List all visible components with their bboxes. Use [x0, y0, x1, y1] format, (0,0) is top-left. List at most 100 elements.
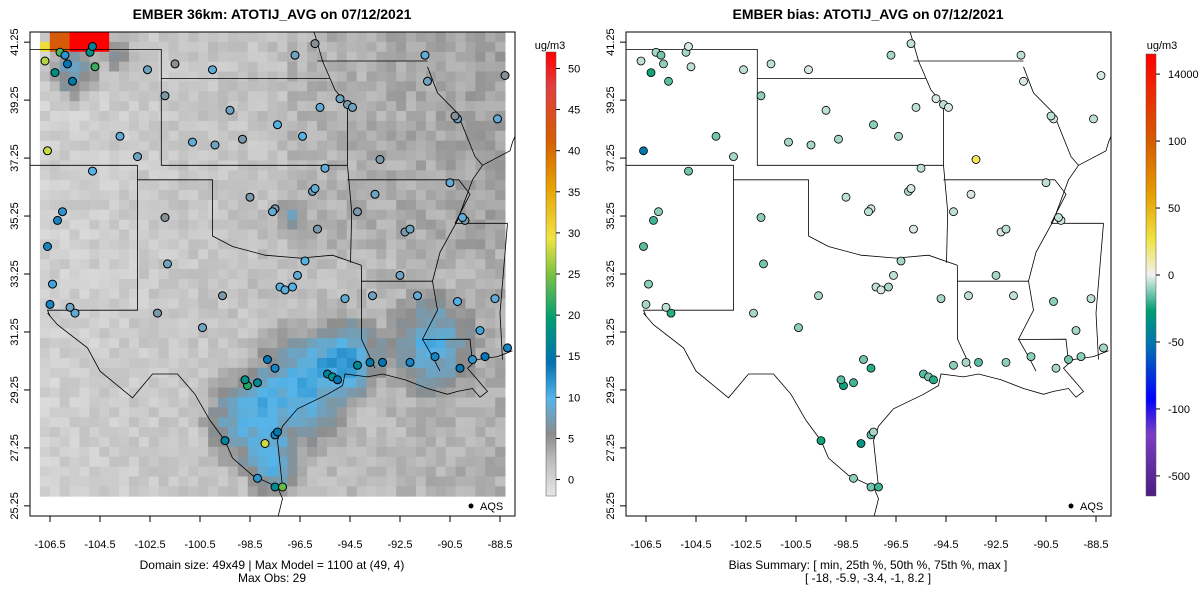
colorbar-tick-label: 35 — [568, 187, 580, 199]
station-point — [909, 224, 918, 234]
caption-line-1: Domain size: 49x49 | Max Model = 1100 at… — [140, 558, 405, 572]
station-point — [493, 114, 502, 124]
station-point — [450, 111, 460, 121]
x-tick-label: -92.5 — [387, 539, 412, 551]
station-point — [654, 207, 663, 217]
station-point — [636, 56, 646, 66]
y-tick-label: 37.25 — [605, 144, 617, 172]
station-point — [974, 357, 983, 367]
station-point — [949, 360, 958, 370]
station-point — [739, 65, 748, 75]
station-point — [500, 71, 510, 80]
station-point — [365, 357, 375, 367]
legend-label: AQS — [1080, 501, 1103, 513]
station-point — [273, 120, 282, 130]
bias-station-points — [636, 39, 1108, 492]
station-point — [814, 291, 823, 301]
colorbar-tick-label: 100 — [1168, 136, 1186, 148]
station-point — [944, 103, 953, 112]
station-point — [225, 105, 235, 115]
y-tick-label: 25.25 — [9, 492, 21, 520]
y-tick-label: 29.25 — [9, 376, 21, 404]
station-point — [468, 355, 477, 364]
colorbar-tick-label: 45 — [568, 105, 580, 117]
boundary-line-1 — [160, 78, 348, 166]
x-axis-ticks: -106.5 -104.5 -102.5 -100.5 -98.5 -96.5 -94.5 -… — [34, 516, 513, 551]
station-point — [503, 343, 512, 353]
station-point — [639, 242, 648, 251]
station-point — [906, 39, 916, 48]
x-tick-label: -94.5 — [337, 539, 362, 551]
station-point — [859, 355, 868, 364]
station-point — [395, 270, 405, 280]
x-tick-label: -98.5 — [237, 539, 262, 551]
boundary-line-14 — [482, 135, 515, 166]
station-point — [874, 482, 883, 492]
boundary-line-4 — [642, 179, 734, 317]
x-tick-label: -104.5 — [84, 539, 115, 551]
x-tick-label: -106.5 — [34, 539, 65, 551]
colorbar-ticks: 0 5 10 15 20 25 30 35 40 45 50 — [556, 63, 580, 487]
station-point — [929, 375, 938, 385]
boundary-line-0 — [30, 49, 330, 79]
caption-line-2: [ -18, -5.9, -3.4, -1, 8.2 ] — [805, 571, 931, 585]
station-point — [293, 270, 302, 280]
station-point — [1086, 294, 1096, 304]
station-point — [60, 50, 70, 60]
station-point — [1051, 363, 1061, 373]
station-point — [320, 163, 330, 173]
map-legend: AQS — [1068, 501, 1103, 513]
station-point — [218, 291, 227, 301]
model-concentration-field — [39, 32, 506, 497]
station-point — [866, 482, 876, 492]
boundary-line-16 — [499, 223, 508, 360]
colorbar: ug/m3 14000 100 50 0 -50 -100 -500 — [1145, 40, 1199, 497]
legend-label: AQS — [480, 501, 503, 513]
station-point — [253, 378, 262, 388]
boundary-line-10 — [313, 32, 331, 79]
station-point — [143, 65, 152, 75]
boundary-line-10 — [909, 32, 927, 79]
boundary-line-8 — [347, 179, 471, 224]
station-point — [198, 323, 207, 333]
station-point — [1064, 355, 1073, 364]
station-point — [220, 436, 230, 446]
station-point — [711, 131, 721, 141]
x-tick-label: -102.5 — [134, 539, 165, 551]
x-tick-label: -90.5 — [1033, 539, 1058, 551]
station-point — [896, 256, 906, 266]
colorbar-tick-label: 0 — [1168, 270, 1174, 282]
station-point — [278, 482, 287, 492]
station-point — [423, 76, 432, 86]
boundary-line-0 — [626, 49, 926, 79]
y-tick-label: 35.25 — [9, 202, 21, 230]
colorbar-tick-label: 0 — [568, 475, 574, 487]
station-point — [759, 259, 768, 269]
panel-concentration: EMBER 36km: ATOTIJ_AVG on 07/12/2021 -10… — [9, 6, 580, 585]
station-point — [864, 207, 873, 217]
station-point — [188, 137, 197, 147]
station-point — [684, 42, 693, 51]
colorbar-tick-label: -500 — [1168, 471, 1190, 483]
panel-bias: EMBER bias: ATOTIJ_AVG on 07/12/2021 -10… — [605, 6, 1199, 585]
station-point — [458, 213, 467, 222]
station-point — [931, 94, 941, 104]
station-point — [313, 224, 322, 234]
x-tick-label: -88.5 — [1083, 539, 1108, 551]
colorbar-tick-label: 5 — [568, 433, 574, 445]
station-point — [90, 62, 100, 72]
station-point — [160, 91, 170, 101]
y-axis-ticks: 25.25 27.25 29.25 31.25 33.25 35.25 37.25 39.25… — [605, 28, 626, 520]
station-point — [413, 291, 422, 301]
station-point — [856, 439, 866, 448]
station-point — [821, 105, 831, 115]
station-point — [273, 427, 282, 437]
colorbar-gradient — [1145, 53, 1157, 497]
station-point — [290, 50, 300, 60]
station-point — [208, 65, 217, 75]
station-point — [50, 68, 60, 78]
station-point — [949, 207, 958, 217]
station-point — [884, 282, 893, 292]
y-tick-label: 25.25 — [605, 492, 617, 520]
colorbar-tick-label: 10 — [568, 392, 580, 404]
